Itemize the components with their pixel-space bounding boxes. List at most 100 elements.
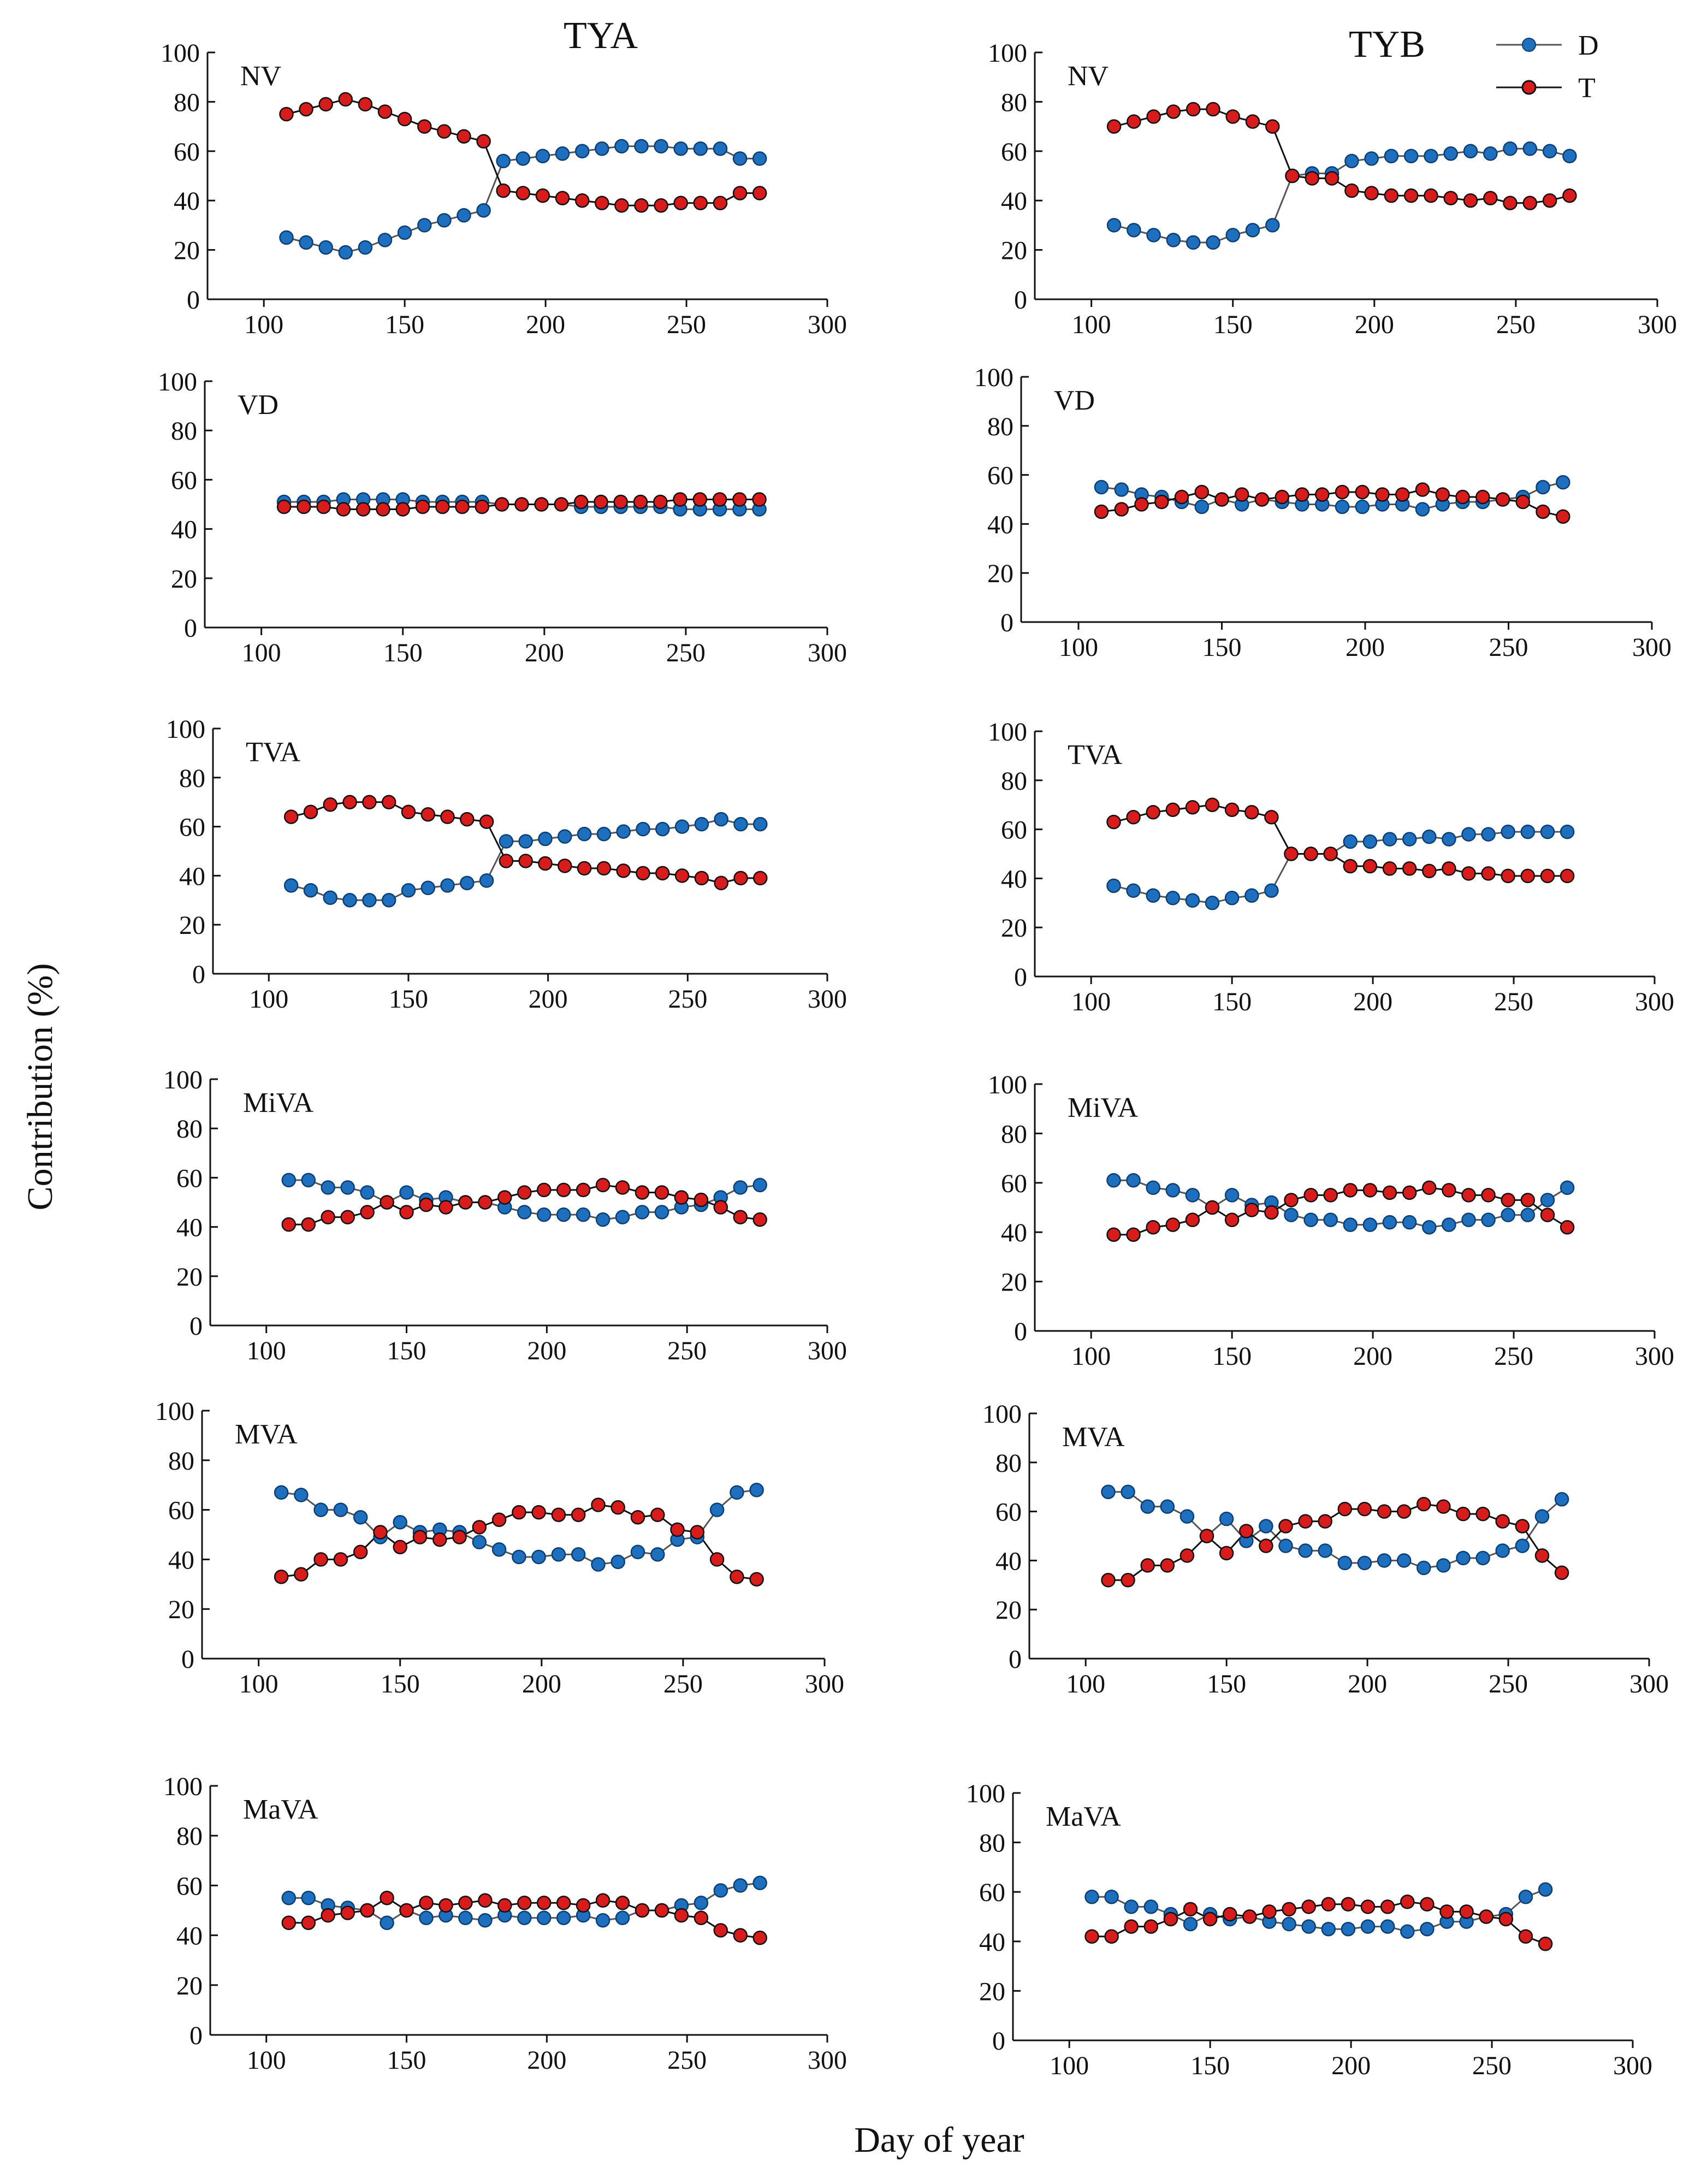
point-t xyxy=(1199,1529,1214,1543)
point-d xyxy=(1422,1220,1437,1235)
point-d xyxy=(636,821,650,837)
point-t xyxy=(419,1197,434,1212)
point-t xyxy=(1360,1899,1376,1914)
point-t xyxy=(517,1185,532,1200)
y-tick-label: 80 xyxy=(176,1115,203,1144)
point-t xyxy=(313,1552,328,1567)
point-t xyxy=(478,1893,493,1908)
point-t xyxy=(1146,1220,1160,1235)
y-tick-label: 80 xyxy=(987,412,1013,441)
x-tick-label: 200 xyxy=(1346,633,1385,662)
point-d xyxy=(1364,151,1379,166)
point-t xyxy=(1396,1504,1412,1519)
point-d xyxy=(479,873,494,888)
panel-label: VD xyxy=(238,389,278,421)
y-tick-label: 80 xyxy=(1001,1120,1027,1149)
point-t xyxy=(1402,861,1417,876)
point-d xyxy=(1219,1511,1234,1526)
point-d xyxy=(518,834,533,849)
point-t xyxy=(517,1896,532,1910)
point-d xyxy=(1501,824,1515,839)
legend: D T xyxy=(1496,30,1599,104)
legend-entry-t: T xyxy=(1496,73,1596,104)
x-axis-label: Day of year xyxy=(854,2120,1024,2160)
point-d xyxy=(360,1185,375,1200)
point-t xyxy=(373,1525,388,1540)
point-d xyxy=(709,1502,725,1517)
point-t xyxy=(1422,1180,1437,1195)
point-d xyxy=(303,883,318,898)
point-t xyxy=(1463,193,1478,208)
point-t xyxy=(1303,847,1318,861)
point-d xyxy=(693,141,708,156)
point-d xyxy=(1520,824,1536,839)
point-t xyxy=(1422,863,1437,879)
x-tick-label: 300 xyxy=(1613,2051,1652,2080)
point-t xyxy=(491,1512,507,1528)
point-d xyxy=(1298,1543,1313,1558)
point-t xyxy=(713,1200,728,1215)
panel-tya-miva: 0 20 40 60 80 100 100 150 200 250 300 MiVA xyxy=(163,1066,847,1365)
x-tick-label: 150 xyxy=(387,2046,426,2075)
point-t xyxy=(1264,1205,1279,1220)
point-d xyxy=(611,1554,625,1570)
series-line-t xyxy=(1101,488,1563,518)
point-d xyxy=(1335,499,1350,514)
y-tick-label: 40 xyxy=(995,1547,1022,1576)
point-d xyxy=(1501,1208,1515,1222)
point-t xyxy=(1481,866,1496,881)
point-d xyxy=(1420,1921,1435,1937)
y-tick-label: 100 xyxy=(974,363,1013,392)
point-t xyxy=(460,812,475,827)
point-d xyxy=(1556,475,1570,490)
point-t xyxy=(1475,1506,1490,1522)
x-tick-label: 100 xyxy=(247,2046,286,2075)
point-d xyxy=(1396,1553,1412,1568)
point-t xyxy=(733,871,748,886)
point-t xyxy=(594,494,608,510)
y-tick-label: 100 xyxy=(163,1066,203,1094)
y-tick-label: 0 xyxy=(189,1312,203,1341)
point-t xyxy=(499,854,514,868)
y-tick-label: 20 xyxy=(995,1596,1022,1625)
point-t xyxy=(1443,191,1458,205)
point-t xyxy=(596,861,612,876)
point-t xyxy=(1219,1546,1234,1561)
series-line-d xyxy=(1113,147,1570,244)
point-d xyxy=(1343,834,1358,849)
y-tick-label: 60 xyxy=(987,461,1013,490)
point-d xyxy=(1180,1509,1195,1524)
point-t xyxy=(576,1898,591,1913)
point-t xyxy=(377,104,393,119)
point-d xyxy=(1443,146,1458,161)
point-d xyxy=(1422,829,1437,844)
y-tick-label: 40 xyxy=(176,1214,203,1242)
point-t xyxy=(1244,1203,1259,1217)
y-tick-label: 20 xyxy=(1001,236,1027,265)
point-t xyxy=(360,1205,375,1220)
point-t xyxy=(1214,492,1229,507)
panel-tyb-vd: 0 20 40 60 80 100 100 150 200 250 300 VD xyxy=(974,363,1672,662)
point-d xyxy=(752,1875,767,1891)
y-tick-label: 80 xyxy=(176,1822,203,1851)
point-d xyxy=(1424,149,1438,164)
point-d xyxy=(1278,1538,1293,1553)
point-t xyxy=(1174,489,1189,505)
point-t xyxy=(380,1890,394,1905)
point-t xyxy=(1479,1909,1493,1924)
y-tick-label: 60 xyxy=(168,1496,194,1525)
point-t xyxy=(333,1552,348,1567)
point-d xyxy=(1341,1921,1356,1937)
point-d xyxy=(1400,1924,1415,1939)
y-tick-label: 60 xyxy=(995,1498,1022,1527)
point-d xyxy=(1337,1555,1353,1571)
point-d xyxy=(1205,896,1220,910)
point-d xyxy=(1554,1491,1569,1507)
point-t xyxy=(1194,484,1210,500)
point-d xyxy=(517,1205,532,1220)
point-d xyxy=(1143,1899,1159,1914)
point-d xyxy=(1402,1215,1417,1230)
point-d xyxy=(733,1878,748,1893)
point-d xyxy=(515,151,531,166)
point-t xyxy=(1520,1193,1536,1208)
